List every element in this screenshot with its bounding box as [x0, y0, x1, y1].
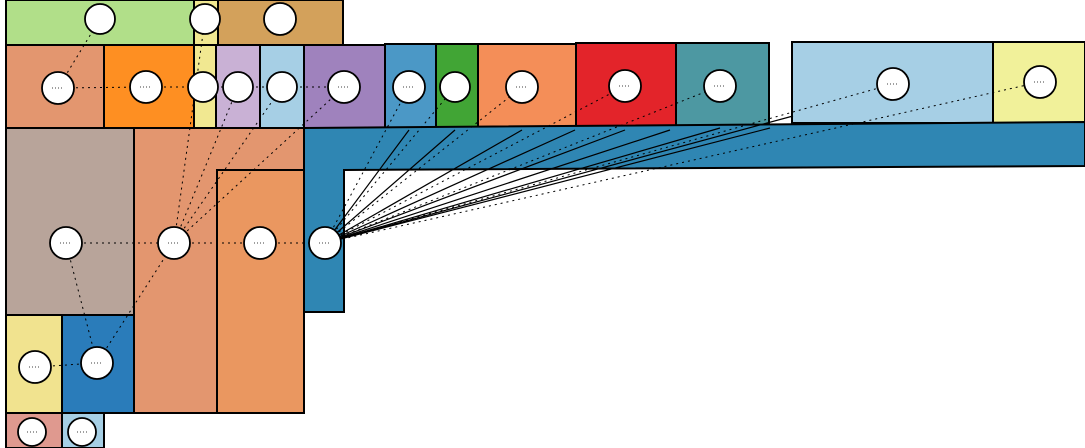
node-lightblue-bottom [67, 417, 97, 447]
link-solid [324, 129, 576, 244]
region-orange-tall [216, 169, 305, 414]
node-yellow-top [189, 3, 221, 35]
link-dotted [65, 242, 98, 364]
node-green-1 [439, 71, 471, 103]
node-lilac [222, 71, 254, 103]
region-taupe [5, 127, 135, 316]
link-dotted [324, 81, 1041, 244]
link-solid [324, 127, 771, 244]
link-solid [324, 129, 626, 244]
link-dotted [324, 85, 626, 244]
link-dotted [173, 18, 206, 244]
node-lightblue-1 [266, 71, 298, 103]
link-dotted [173, 86, 345, 244]
node-tan-top [263, 2, 297, 36]
link-solid [324, 129, 456, 244]
link-dotted [324, 86, 456, 244]
link-solid [324, 127, 721, 244]
link-solid [324, 129, 410, 244]
link-dotted [173, 86, 239, 244]
node-pink-bottom [17, 417, 47, 447]
link-solid [324, 129, 523, 244]
link-dotted [324, 83, 894, 244]
link-dotted [324, 85, 721, 244]
node-yellow-strip [187, 71, 219, 103]
link-solid [324, 115, 794, 244]
link-solid [324, 129, 671, 244]
node-green-top [84, 3, 116, 35]
link-dotted [34, 362, 98, 368]
link-dotted [173, 86, 283, 244]
